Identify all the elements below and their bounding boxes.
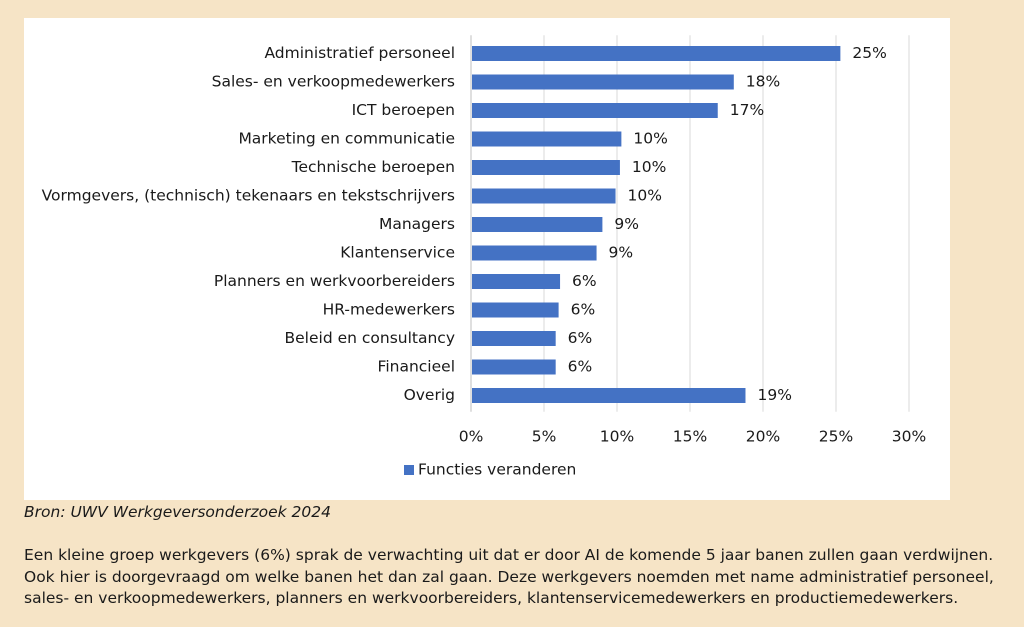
data-label: 6% [572, 272, 597, 290]
data-label: 18% [746, 73, 780, 91]
category-label: Overig [404, 386, 455, 404]
data-label: 9% [614, 215, 639, 233]
data-label: 6% [568, 329, 593, 347]
data-label: 9% [609, 244, 634, 262]
chart-panel: 0% 5% 10% 15% 20% 25% 30% Administratief person… [24, 18, 950, 500]
category-label: HR-medewerkers [323, 301, 455, 319]
data-label: 10% [633, 130, 667, 148]
data-label: 10% [632, 158, 666, 176]
x-tick-label: 20% [746, 428, 780, 446]
bar [472, 359, 556, 375]
body-line: sales- en verkoopmedewerkers, planners e… [24, 589, 959, 607]
x-tick-label: 0% [459, 428, 484, 446]
source-note: Bron: UWV Werkgeversonderzoek 2024 [24, 503, 331, 521]
bar [472, 274, 561, 289]
category-label: Vormgevers, (technisch) tekenaars en tek… [42, 187, 455, 205]
body-line: Een kleine groep werkgevers (6%) sprak d… [24, 546, 994, 564]
bar [472, 245, 597, 261]
x-tick-label: 15% [673, 428, 707, 446]
bar [472, 74, 734, 90]
body-line: Ook hier is doorgevraagd om welke banen … [24, 567, 994, 586]
category-label: ICT beroepen [352, 101, 455, 119]
category-label: Klantenservice [340, 244, 455, 262]
x-tick-label: 10% [600, 428, 634, 446]
data-label: 19% [757, 386, 791, 404]
x-tick-label: 25% [819, 428, 853, 446]
bar [472, 388, 746, 403]
category-label: Managers [379, 215, 455, 233]
category-label: Planners en werkvoorbereiders [214, 272, 455, 290]
data-label: 17% [730, 101, 764, 119]
category-label: Administratief personeel [264, 44, 455, 62]
bar [472, 331, 556, 346]
bar [472, 188, 616, 204]
category-label: Technische beroepen [291, 158, 455, 176]
data-label: 25% [852, 44, 886, 62]
x-tick-label: 5% [532, 428, 557, 446]
data-label: 6% [568, 358, 593, 376]
category-label: Beleid en consultancy [285, 329, 456, 347]
data-label: 10% [628, 187, 662, 205]
body-paragraph: Een kleine groep werkgevers (6%) sprak d… [24, 545, 1014, 610]
x-tick-label: 30% [892, 428, 926, 446]
bar [472, 131, 622, 147]
legend-swatch [404, 465, 414, 475]
bar [472, 46, 841, 61]
category-label: Sales- en verkoopmedewerkers [212, 73, 455, 91]
category-label: Financieel [378, 358, 455, 376]
bar [472, 103, 718, 118]
data-label: 6% [571, 301, 596, 319]
bar [472, 302, 559, 318]
legend-label: Functies veranderen [418, 461, 576, 479]
bar [472, 217, 603, 232]
bar-chart: 0% 5% 10% 15% 20% 25% 30% Administratief person… [42, 35, 926, 479]
bar [472, 160, 620, 175]
category-label: Marketing en communicatie [238, 130, 455, 148]
